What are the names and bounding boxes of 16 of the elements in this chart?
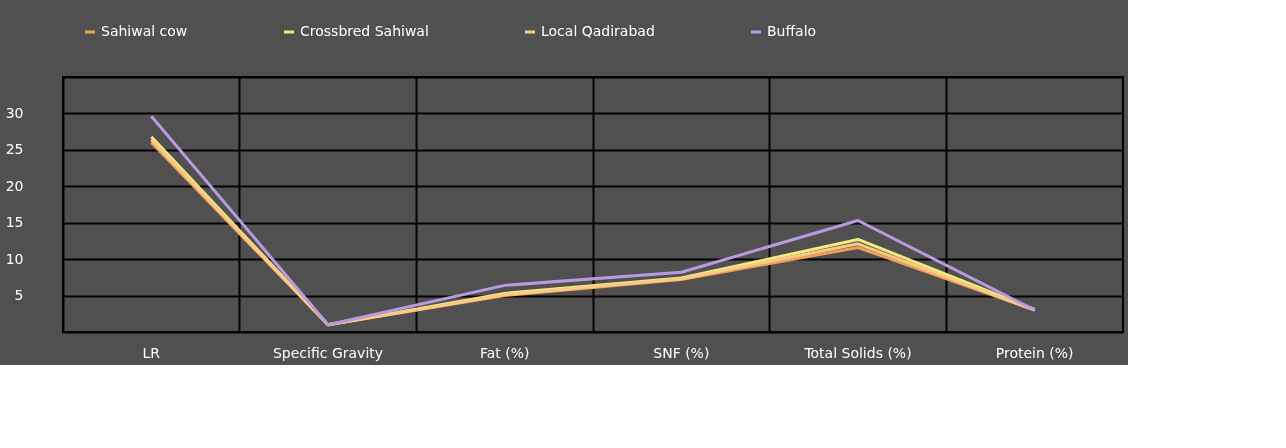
y-tick-label: 30 (5, 104, 24, 121)
y-tick-label: 10 (5, 250, 24, 267)
y-tick-label: 15 (5, 214, 24, 231)
x-tick-label: Protein (%) (995, 344, 1074, 361)
y-tick-label: 25 (5, 141, 24, 158)
x-tick-label: LR (142, 344, 161, 361)
legend-label: Local Qadirabad (541, 23, 655, 39)
x-tick-label: SNF (%) (653, 344, 710, 361)
legend-label: Buffalo (767, 23, 817, 39)
legend-label: Sahiwal cow (101, 23, 188, 39)
y-tick-label: 20 (5, 177, 24, 194)
x-tick-label: Specific Gravity (272, 344, 384, 361)
legend-label: Crossbred Sahiwal (300, 23, 429, 39)
x-tick-label: Total Solids (%) (803, 344, 912, 361)
x-tick-label: Fat (%) (479, 344, 530, 361)
y-tick-label: 5 (14, 287, 24, 304)
